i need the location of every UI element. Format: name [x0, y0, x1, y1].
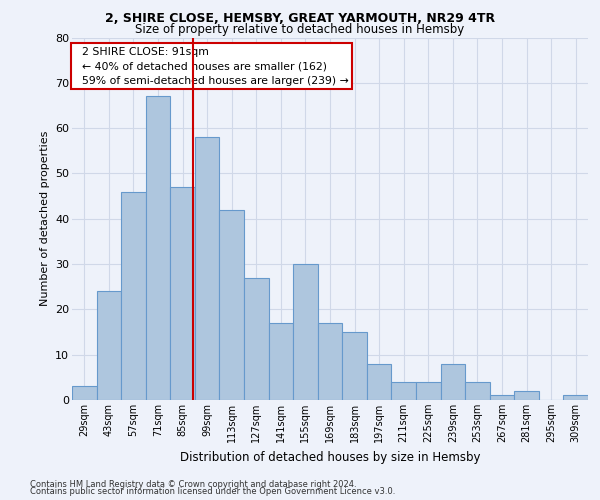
- Bar: [220, 210, 244, 400]
- Text: Contains public sector information licensed under the Open Government Licence v3: Contains public sector information licen…: [30, 488, 395, 496]
- Bar: [318, 323, 342, 400]
- Bar: [97, 291, 121, 400]
- Bar: [440, 364, 465, 400]
- Text: Contains HM Land Registry data © Crown copyright and database right 2024.: Contains HM Land Registry data © Crown c…: [30, 480, 356, 489]
- Bar: [490, 396, 514, 400]
- Bar: [146, 96, 170, 400]
- Bar: [416, 382, 440, 400]
- Text: Size of property relative to detached houses in Hemsby: Size of property relative to detached ho…: [136, 22, 464, 36]
- Bar: [465, 382, 490, 400]
- Text: 2 SHIRE CLOSE: 91sqm
  ← 40% of detached houses are smaller (162)
  59% of semi-: 2 SHIRE CLOSE: 91sqm ← 40% of detached h…: [74, 46, 349, 86]
- Text: 2, SHIRE CLOSE, HEMSBY, GREAT YARMOUTH, NR29 4TR: 2, SHIRE CLOSE, HEMSBY, GREAT YARMOUTH, …: [105, 12, 495, 26]
- Bar: [563, 396, 588, 400]
- Bar: [195, 137, 220, 400]
- Y-axis label: Number of detached properties: Number of detached properties: [40, 131, 50, 306]
- Bar: [293, 264, 318, 400]
- Bar: [244, 278, 269, 400]
- Bar: [391, 382, 416, 400]
- Bar: [72, 386, 97, 400]
- Bar: [269, 323, 293, 400]
- Bar: [367, 364, 391, 400]
- Bar: [170, 187, 195, 400]
- Bar: [121, 192, 146, 400]
- Bar: [342, 332, 367, 400]
- Bar: [514, 391, 539, 400]
- X-axis label: Distribution of detached houses by size in Hemsby: Distribution of detached houses by size …: [180, 450, 480, 464]
